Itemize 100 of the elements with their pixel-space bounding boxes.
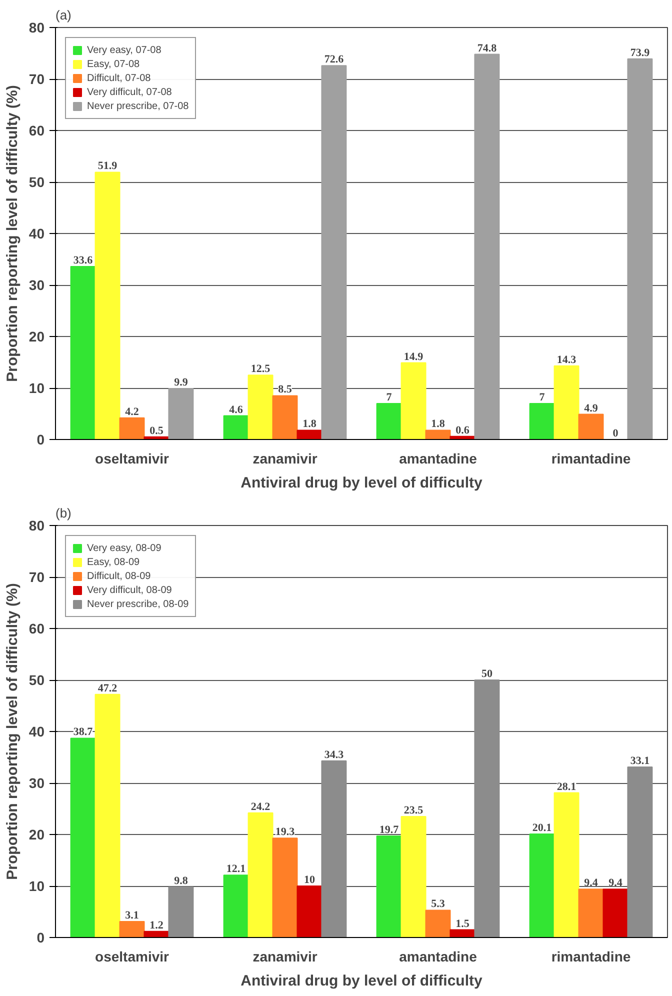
y-tick-label: 60	[28, 122, 45, 138]
bar	[529, 833, 555, 938]
data-label: 51.9	[98, 160, 118, 172]
data-label: 50	[481, 668, 493, 680]
data-label: 1.2	[150, 919, 164, 932]
bar	[94, 694, 120, 938]
data-label: 4.2	[125, 406, 140, 418]
data-label: 4.9	[584, 402, 598, 414]
bar	[554, 365, 580, 440]
bar	[248, 374, 274, 440]
data-label: 24.2	[250, 800, 271, 813]
y-axis-title: Proportion reporting level of difficulty (%)	[4, 583, 21, 880]
legend-label: Very easy, 07-08	[87, 44, 162, 56]
bar	[223, 415, 249, 440]
data-label: 14.9	[404, 350, 424, 363]
legend-label: Never prescribe, 07-08	[87, 100, 189, 112]
data-label: 7	[386, 391, 392, 404]
data-label: 5.3	[431, 898, 446, 910]
y-tick-label: 80	[28, 20, 45, 36]
bar	[474, 54, 500, 440]
y-tick-label: 30	[28, 277, 45, 293]
x-tick-label: oseltamivir	[95, 948, 170, 964]
data-label: 47.2	[98, 682, 118, 694]
bar	[168, 388, 194, 440]
x-tick-label: rimantadine	[551, 948, 631, 964]
y-tick-label: 30	[28, 775, 45, 791]
x-tick-label: zanamivir	[252, 948, 318, 964]
bar	[321, 65, 347, 440]
y-tick-label: 10	[28, 878, 45, 894]
bar	[578, 414, 604, 440]
data-label: 9.8	[174, 875, 188, 888]
bar	[70, 738, 96, 938]
data-label: 19.3	[275, 826, 296, 838]
bar	[296, 886, 322, 938]
bar	[376, 402, 402, 440]
data-label: 0.6	[456, 424, 470, 436]
data-label: 38.7	[73, 726, 94, 738]
bar	[578, 888, 604, 938]
data-label: 0	[612, 428, 619, 440]
legend-label: Difficult, 08-09	[87, 570, 151, 582]
y-tick-label: 70	[28, 71, 45, 87]
bar	[248, 812, 274, 938]
data-label: 14.3	[556, 354, 577, 366]
bar	[554, 792, 580, 938]
x-axis-title: Antiviral drug by level of difficulty	[240, 972, 484, 990]
data-label: 9.9	[174, 376, 188, 389]
y-tick-label: 50	[28, 672, 45, 688]
chart-title: (b)	[56, 506, 72, 520]
bar	[400, 362, 426, 440]
y-tick-label: 70	[28, 569, 45, 585]
bar	[168, 886, 194, 938]
bar	[223, 874, 249, 938]
x-axis-title: Antiviral drug by level of difficulty	[240, 474, 484, 492]
data-label: 0.5	[150, 424, 164, 437]
bar	[627, 766, 653, 938]
bar	[70, 266, 96, 440]
bar	[296, 430, 322, 440]
data-label: 8.5	[278, 384, 292, 396]
y-tick-label: 40	[28, 724, 45, 740]
x-tick-label: rimantadine	[551, 450, 631, 466]
legend-label: Never prescribe, 08-09	[87, 598, 189, 610]
data-label: 23.5	[404, 804, 424, 816]
legend-label: Difficult, 07-08	[87, 72, 151, 84]
y-tick-label: 10	[28, 380, 45, 396]
data-label: 28.1	[556, 780, 576, 793]
bar	[119, 921, 145, 938]
bar	[321, 760, 347, 938]
y-tick-label: 40	[28, 226, 45, 242]
bar	[627, 58, 653, 440]
data-label: 12.5	[250, 363, 271, 376]
chart-title: (a)	[56, 8, 72, 22]
x-tick-label: amantadine	[399, 948, 478, 964]
bar	[425, 910, 451, 938]
bar	[425, 430, 451, 440]
data-label: 72.6	[324, 54, 344, 66]
data-label: 20.1	[532, 822, 552, 834]
legend-label: Very difficult, 08-09	[87, 584, 172, 596]
y-tick-label: 80	[28, 518, 45, 534]
y-tick-label: 20	[28, 826, 45, 842]
bar	[602, 888, 628, 938]
data-label: 1.8	[431, 418, 446, 430]
data-label: 19.7	[379, 824, 400, 836]
bar	[376, 836, 402, 938]
y-tick-label: 60	[28, 620, 45, 636]
data-label: 4.6	[229, 404, 244, 416]
bar	[474, 680, 500, 938]
y-tick-label: 0	[36, 930, 45, 946]
x-tick-label: amantadine	[399, 450, 478, 466]
bar	[272, 395, 298, 440]
y-axis-title: Proportion reporting level of difficulty (%)	[4, 85, 21, 382]
bar	[94, 172, 120, 440]
x-tick-label: zanamivir	[252, 450, 318, 466]
data-label: 10	[304, 874, 316, 886]
data-label: 3.1	[125, 910, 139, 922]
data-label: 7	[539, 391, 546, 404]
legend-label: Very easy, 08-09	[87, 542, 162, 554]
data-label: 34.3	[324, 748, 344, 761]
data-label: 33.6	[73, 254, 94, 266]
bar	[400, 816, 426, 938]
data-label: 73.9	[630, 46, 650, 59]
